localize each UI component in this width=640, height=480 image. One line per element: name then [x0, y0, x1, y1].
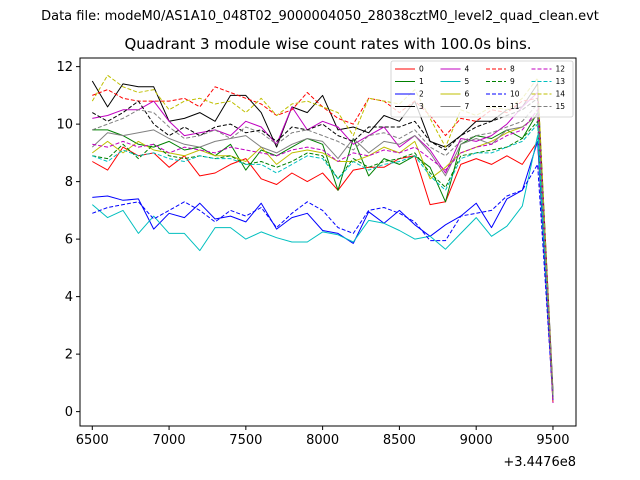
series-line-0	[92, 140, 554, 404]
legend-label-0: 0	[419, 65, 424, 74]
x-tick-label: 7000	[153, 433, 186, 448]
legend-label-1: 1	[419, 77, 424, 86]
series-line-5	[91, 135, 554, 395]
legend-label-4: 4	[465, 65, 470, 74]
legend-label-5: 5	[465, 77, 470, 86]
y-tick-label: 8	[65, 175, 73, 190]
legend-box	[390, 60, 574, 118]
legend-label-2: 2	[419, 90, 424, 99]
figure-suptitle: Data file: modeM0/AS1A10_048T02_90000040…	[41, 9, 599, 24]
y-tick-label: 2	[65, 348, 73, 363]
chart-title: Quadrant 3 module wise count rates with …	[124, 35, 531, 53]
series-line-10	[92, 163, 554, 401]
y-tick-label: 4	[65, 290, 73, 305]
legend-label-13: 13	[556, 77, 566, 86]
series-line-11	[92, 97, 554, 398]
series-line-4	[92, 92, 554, 398]
legend-label-8: 8	[510, 65, 515, 74]
series-line-3	[91, 80, 554, 392]
series-line-2	[92, 140, 554, 398]
series-line-15	[92, 103, 554, 398]
x-tick-label: 8000	[306, 433, 339, 448]
x-tick-label: 6500	[76, 433, 109, 448]
series-line-13	[92, 123, 554, 398]
x-tick-label: 7500	[229, 433, 262, 448]
x-tick-label: 9000	[460, 433, 493, 448]
legend-label-15: 15	[556, 102, 566, 111]
y-tick-label: 0	[65, 405, 73, 420]
legend-label-10: 10	[510, 90, 520, 99]
legend-label-9: 9	[510, 77, 515, 86]
series-line-9	[92, 120, 554, 401]
plot-lines	[91, 74, 554, 404]
legend-label-7: 7	[465, 102, 470, 111]
x-tick-label: 9500	[536, 433, 569, 448]
legend-label-12: 12	[556, 65, 566, 74]
legend-label-11: 11	[510, 102, 520, 111]
legend-label-14: 14	[556, 90, 566, 99]
legend-label-3: 3	[419, 102, 424, 111]
y-tick-label: 10	[56, 118, 73, 133]
series-line-6	[91, 115, 554, 398]
y-tick-label: 6	[65, 233, 73, 248]
series-line-12	[92, 109, 554, 404]
legend-label-6: 6	[465, 90, 470, 99]
x-axis: 6500 7000 7500 8000 8500 9000 9500	[76, 426, 570, 448]
y-axis: 0 2 4 6 8 10 12	[56, 60, 80, 420]
y-tick-label: 12	[56, 60, 73, 75]
series-line-7	[91, 115, 554, 395]
x-tick-label: 8500	[383, 433, 416, 448]
x-offset-label: +3.4476e8	[503, 455, 576, 470]
series-line-8	[92, 86, 554, 398]
plot-frame	[79, 57, 577, 427]
